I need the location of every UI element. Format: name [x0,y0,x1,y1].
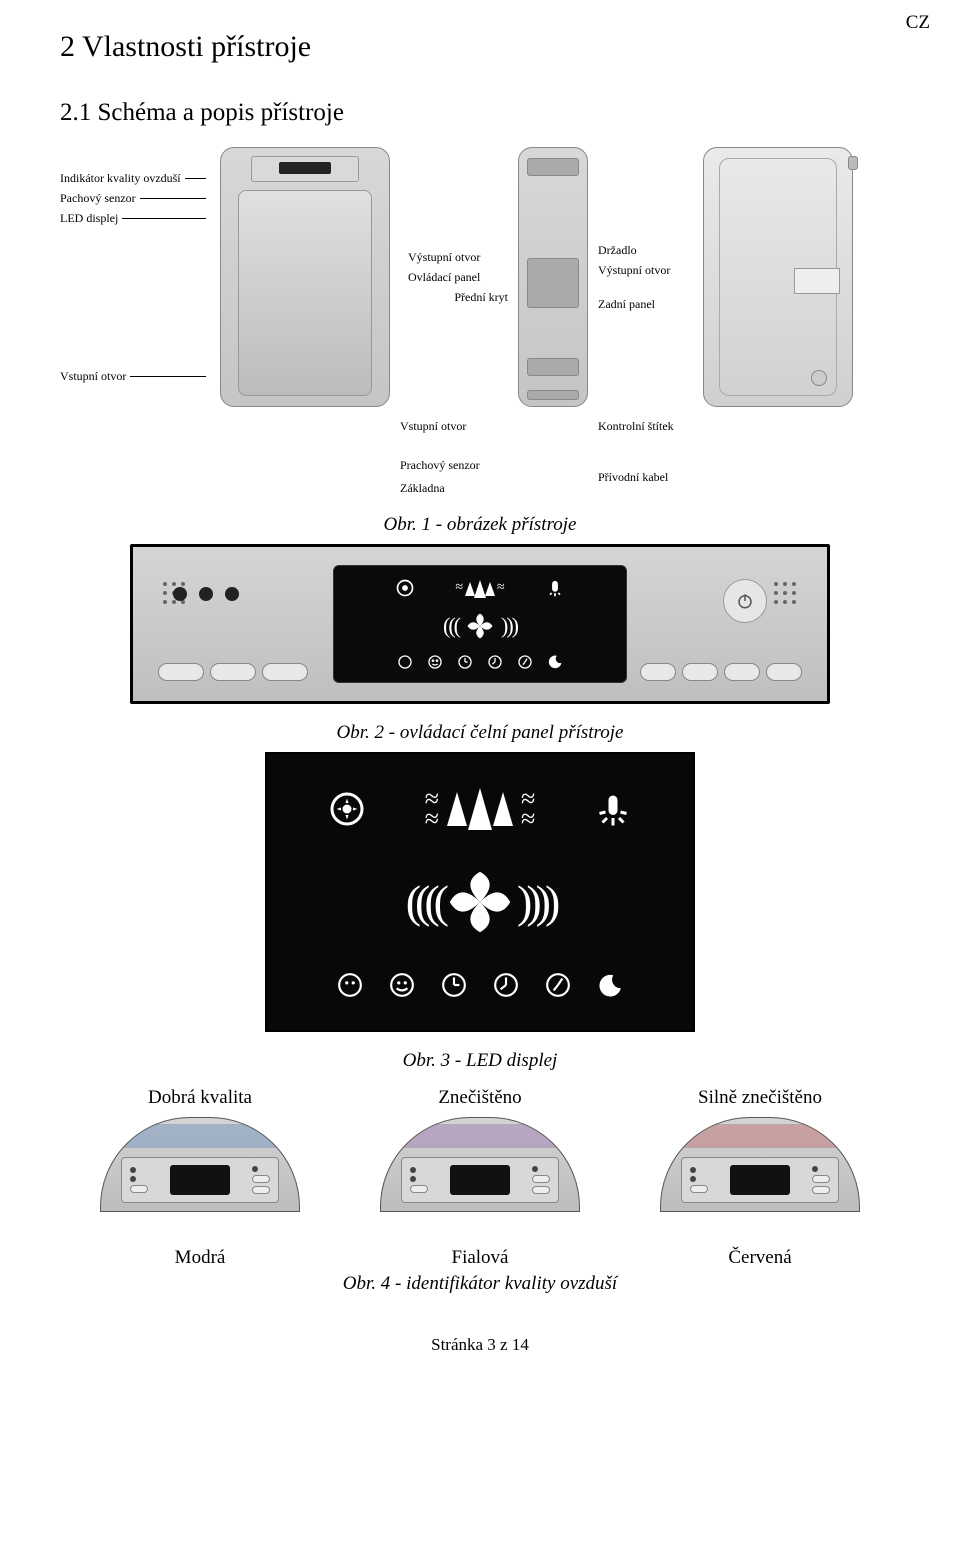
language-tag: CZ [906,12,930,34]
label-front-cover: Přední kryt [408,288,508,306]
device-back-diagram [703,147,853,407]
label-back-panel: Zadní panel [598,295,693,313]
quality-good-device [100,1117,300,1212]
sensor-button[interactable] [766,663,802,681]
ld-moon-icon [597,972,623,998]
quality-row: Dobrá kvalita Znečištěno Silně znečištěn… [60,1087,900,1212]
allergen-icon [395,578,415,598]
uv-icon [545,578,565,598]
face2-icon [427,654,443,670]
schematic-row: Indikátor kvality ovzduší Pachový senzor… [60,147,900,407]
led-display-figure: ≈≈ ≈≈ (((( )))) [265,752,695,1032]
label-inlet-side: Vstupní otvor [400,419,508,434]
caption-fig3: Obr. 3 - LED displej [60,1050,900,1072]
face1-icon [397,654,413,670]
section-title: 2 Vlastnosti přístroje [60,30,900,64]
ld-uv-icon [595,791,631,827]
fibre-reset-button[interactable] [210,663,256,681]
ld-fan-icon [447,869,513,935]
timer8-icon [517,654,533,670]
timer2-icon [457,654,473,670]
label-led-display: LED displej [60,209,118,227]
mode-button[interactable] [724,663,760,681]
label-handle: Držadlo [598,241,693,259]
led-2-icon [199,587,213,601]
hepa-reset-button[interactable] [158,663,204,681]
label-power-cable: Přívodní kabel [598,470,693,485]
label-air-quality: Indikátor kvality ovzduší [60,169,181,187]
led-row [173,587,239,601]
subsection-title: 2.1 Schéma a popis přístroje [60,99,900,127]
left-button-row [158,663,308,681]
color-name-row: Modrá Fialová Červená [60,1247,900,1269]
function-button[interactable] [640,663,676,681]
label-inspection: Kontrolní štítek [598,419,693,434]
ld-timer4-icon [493,972,519,998]
ld-face1-icon [337,972,363,998]
label-outlet: Výstupní otvor [408,248,508,266]
power-icon [736,592,754,610]
carbon-reset-button[interactable] [262,663,308,681]
control-panel-photo: ≈ ≈ ((( ))) [130,544,830,704]
label-odor-sensor: Pachový senzor [60,189,136,207]
color-violet: Fialová [370,1247,590,1269]
ld-face2-icon [389,972,415,998]
timer4-icon [487,654,503,670]
quality-polluted-label: Znečištěno [370,1087,590,1109]
panel-display: ≈ ≈ ((( ))) [333,565,627,683]
caption-fig4: Obr. 4 - identifikátor kvality ovzduší [60,1273,900,1295]
quality-heavy-device [660,1117,860,1212]
moon-icon [547,654,563,670]
caption-fig2: Obr. 2 - ovládací čelní panel přístroje [60,722,900,744]
power-button[interactable] [723,579,767,623]
label-dust-sensor: Prachový senzor [400,458,508,473]
speed-button[interactable] [682,663,718,681]
color-red: Červená [650,1247,870,1269]
led-3-icon [225,587,239,601]
trees-icon: ≈ ≈ [455,578,504,598]
device-side-diagram [518,147,588,407]
quality-good-label: Dobrá kvalita [90,1087,310,1109]
led-1-icon [173,587,187,601]
label-inlet-front: Vstupní otvor [60,367,126,385]
right-button-row [640,663,802,681]
ld-timer2-icon [441,972,467,998]
caption-fig1: Obr. 1 - obrázek přístroje [60,514,900,536]
label-control-panel: Ovládací panel [408,268,508,286]
ld-trees-icon: ≈≈ ≈≈ [425,786,536,832]
device-front-diagram [220,147,390,407]
ld-allergen-icon [329,791,365,827]
label-base: Základna [400,481,508,496]
ld-timer8-icon [545,972,571,998]
fan-icon [465,611,495,641]
page-footer: Stránka 3 z 14 [60,1335,900,1355]
quality-heavy-label: Silně znečištěno [650,1087,870,1109]
schematic-row-2: Vstupní otvor Prachový senzor Základna K… [60,411,900,496]
color-blue: Modrá [90,1247,310,1269]
label-outlet-side: Výstupní otvor [598,261,693,279]
quality-polluted-device [380,1117,580,1212]
